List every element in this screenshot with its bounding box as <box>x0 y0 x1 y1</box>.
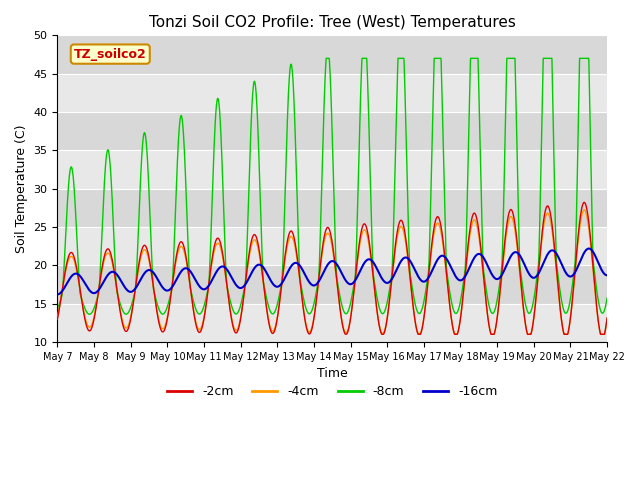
Bar <box>58 227 607 265</box>
Bar <box>58 304 607 342</box>
Bar <box>58 150 607 189</box>
Bar <box>58 73 607 112</box>
X-axis label: Time: Time <box>317 367 348 380</box>
Bar <box>58 112 607 150</box>
Title: Tonzi Soil CO2 Profile: Tree (West) Temperatures: Tonzi Soil CO2 Profile: Tree (West) Temp… <box>148 15 516 30</box>
Bar <box>58 265 607 304</box>
Legend: -2cm, -4cm, -8cm, -16cm: -2cm, -4cm, -8cm, -16cm <box>162 380 502 403</box>
Text: TZ_soilco2: TZ_soilco2 <box>74 48 147 60</box>
Bar <box>58 36 607 73</box>
Bar <box>58 189 607 227</box>
Y-axis label: Soil Temperature (C): Soil Temperature (C) <box>15 124 28 253</box>
